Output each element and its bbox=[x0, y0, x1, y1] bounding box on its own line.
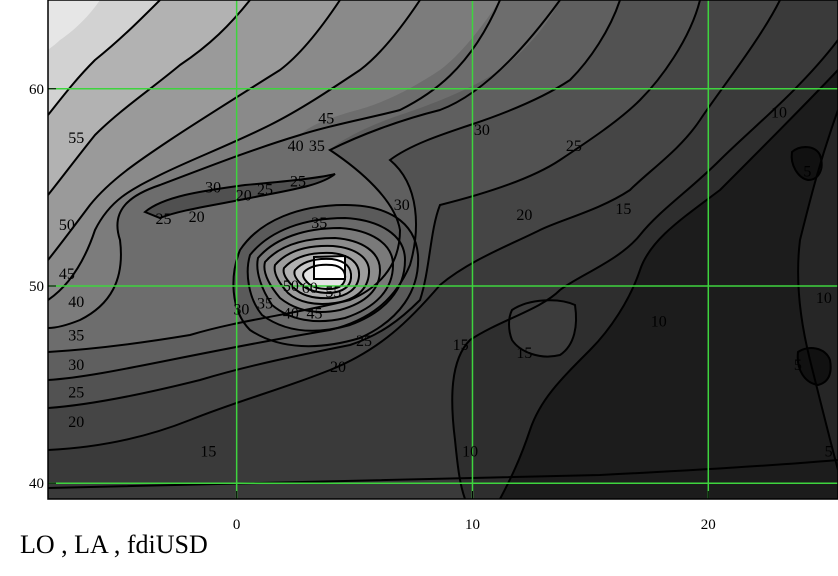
contour-line-40 bbox=[48, 0, 421, 301]
peak-line-55 bbox=[293, 257, 353, 295]
contour-label: 5 bbox=[803, 164, 811, 181]
contour-line-30 bbox=[48, 0, 561, 353]
contour-label: 30 bbox=[68, 357, 84, 374]
peak-line-40 bbox=[263, 236, 382, 313]
contour-label: 15 bbox=[516, 345, 532, 362]
contour-label: 25 bbox=[566, 138, 582, 155]
island-line-left bbox=[143, 173, 336, 220]
contour-label: 20 bbox=[189, 209, 205, 226]
peak-line-45 bbox=[273, 244, 371, 305]
grid-layer bbox=[48, 0, 838, 499]
contour-label: 25 bbox=[290, 173, 306, 190]
island-dark-2 bbox=[797, 348, 831, 385]
contour-label: 5 bbox=[794, 357, 802, 374]
y-tick-label: 40 bbox=[29, 476, 44, 492]
island-left bbox=[145, 174, 335, 218]
contour-label: 25 bbox=[68, 384, 84, 401]
island-line-dark-1 bbox=[790, 146, 823, 182]
peak-line-25 bbox=[232, 203, 420, 348]
y-tick-label: 60 bbox=[29, 82, 44, 98]
chart-caption: LO , LA , fdiUSD bbox=[20, 530, 208, 559]
contour-label: 30 bbox=[233, 302, 249, 319]
contour-label: 50 bbox=[283, 278, 299, 295]
contour-label: 60 bbox=[302, 280, 318, 297]
island-dark-1 bbox=[791, 147, 822, 180]
contour-line-10 bbox=[451, 39, 838, 499]
contour-label: 45 bbox=[306, 306, 322, 323]
contour-line-50 bbox=[48, 0, 251, 196]
island-line-right bbox=[508, 299, 578, 358]
contour-label: 20 bbox=[516, 207, 532, 224]
contour-label: 35 bbox=[311, 215, 327, 232]
contour-line-45 bbox=[48, 0, 341, 261]
contour-label: 10 bbox=[462, 444, 478, 461]
peak-line-30 bbox=[246, 216, 407, 332]
contour-label: 30 bbox=[474, 122, 490, 139]
contour-label: 55 bbox=[68, 130, 84, 147]
contour-label: 30 bbox=[394, 197, 410, 214]
contour-label: 5 bbox=[825, 444, 833, 461]
plot-frame bbox=[47, 0, 838, 500]
contour-label: 10 bbox=[771, 104, 787, 121]
contour-line-25 bbox=[48, 0, 621, 381]
band-60 bbox=[48, 0, 160, 115]
contour-line-35 bbox=[48, 0, 501, 329]
contour-label: 25 bbox=[356, 333, 372, 350]
contour-label: 15 bbox=[453, 337, 469, 354]
contour-label: 55 bbox=[325, 284, 341, 301]
contour-line-20 bbox=[48, 0, 701, 409]
contour-label: 20 bbox=[236, 187, 252, 204]
island-line-dark-2 bbox=[796, 347, 832, 387]
island-right bbox=[509, 300, 577, 357]
contour-label: 25 bbox=[257, 181, 273, 198]
y-tick-label: 50 bbox=[29, 279, 44, 295]
contour-label: 40 bbox=[283, 306, 299, 323]
contour-label: 40 bbox=[68, 294, 84, 311]
contour-label: 15 bbox=[200, 444, 216, 461]
contour-label: 30 bbox=[205, 179, 221, 196]
contour-line-bottom bbox=[48, 459, 838, 489]
contour-line-5 bbox=[499, 69, 838, 499]
contour-label: 45 bbox=[59, 266, 75, 283]
contour-label: 50 bbox=[59, 217, 75, 234]
contour-label: 45 bbox=[318, 110, 334, 127]
contour-label: 35 bbox=[257, 296, 273, 313]
contour-label: 40 bbox=[288, 138, 304, 155]
band-65 bbox=[48, 0, 100, 50]
contour-label: 20 bbox=[68, 414, 84, 431]
contour-label: 10 bbox=[651, 313, 667, 330]
contour-label: 10 bbox=[816, 290, 832, 307]
x-tick-label: 20 bbox=[701, 517, 716, 533]
x-tick-label: 10 bbox=[465, 517, 480, 533]
contour-label: 20 bbox=[330, 359, 346, 376]
peak-line-35 bbox=[256, 226, 395, 323]
contour-label: 15 bbox=[615, 201, 631, 218]
contour-label: 35 bbox=[68, 327, 84, 344]
contour-label: 25 bbox=[156, 211, 172, 228]
contour-line-15 bbox=[48, 0, 781, 451]
contour-line-55 bbox=[48, 0, 161, 116]
x-tick-label: 0 bbox=[233, 517, 241, 533]
contour-label: 35 bbox=[309, 138, 325, 155]
